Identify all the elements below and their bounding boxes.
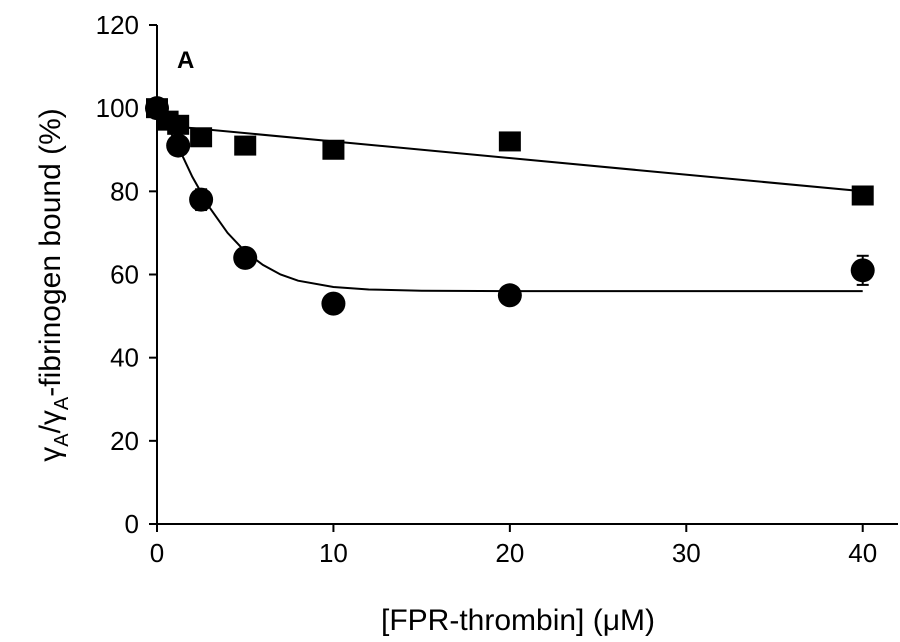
y-tick-label: 0 [125, 509, 139, 539]
y-tick-label: 120 [96, 10, 139, 40]
y-axis-title: γA/γA-fibrinogen bound (%) [34, 108, 73, 462]
y-axis-title-sub-2: A [51, 396, 73, 410]
axes: 0 20 40 60 80 100 120 0 10 20 30 40 [96, 10, 898, 568]
data-points [145, 96, 875, 316]
square-point [167, 114, 190, 135]
circle-point [189, 187, 214, 212]
error-bars [151, 98, 869, 311]
x-tick-label: 0 [150, 538, 164, 568]
x-tick-label: 20 [495, 538, 524, 568]
x-axis-title: [FPR-thrombin] (μM) [381, 604, 655, 637]
square-point [190, 127, 213, 148]
x-tick-label: 40 [848, 538, 877, 568]
y-tick-label: 100 [96, 93, 139, 123]
square-fit-line [156, 123, 863, 193]
circle-point [233, 245, 258, 270]
square-point [498, 131, 521, 152]
x-tick-label: 30 [672, 538, 701, 568]
y-axis-title-rest: -fibrinogen bound (%) [34, 108, 67, 397]
square-point [234, 135, 257, 156]
y-axis-title-gamma-2: γ [34, 410, 67, 425]
circle-point [497, 283, 522, 308]
y-tick-label: 40 [110, 343, 139, 373]
circle-point [166, 133, 191, 158]
y-axis-title-sub-1: A [51, 433, 73, 447]
circle-point [850, 258, 875, 283]
y-tick-label: 60 [110, 260, 139, 290]
square-point [851, 185, 874, 206]
y-tick-label: 80 [110, 176, 139, 206]
panel-label: A [177, 47, 194, 74]
y-axis-title-slash: / [34, 424, 67, 433]
square-point [322, 139, 345, 160]
circle-point [321, 291, 346, 316]
circle-fit-line [156, 107, 863, 293]
y-tick-label: 20 [110, 426, 139, 456]
fit-lines [156, 107, 863, 293]
x-tick-label: 10 [319, 538, 348, 568]
y-axis-title-gamma-1: γ [34, 447, 67, 462]
